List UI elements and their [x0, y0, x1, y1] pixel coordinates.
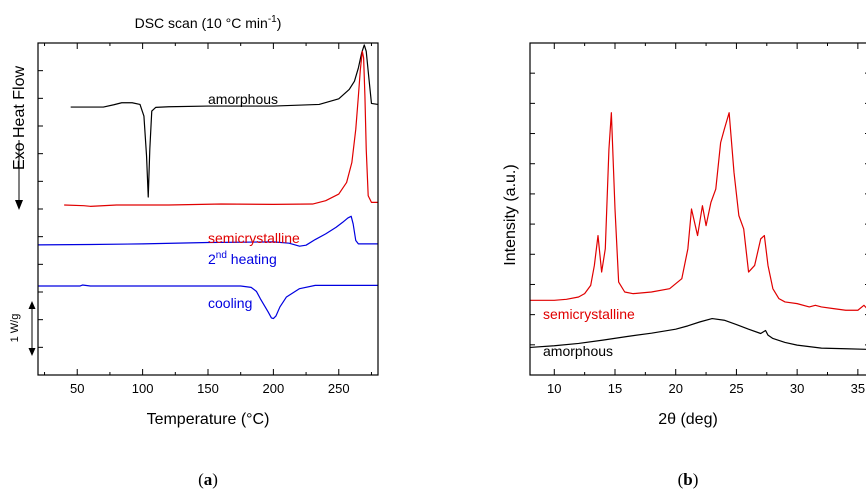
dsc-x-tick-label: 100 — [132, 381, 154, 396]
dsc-series-cooling-line — [38, 284, 378, 320]
dsc-y-axis-title: Exo Heat Flow — [11, 66, 28, 210]
dsc-chart-title: DSC scan (10 °C min-1) — [135, 14, 282, 31]
down-arrow-icon — [15, 200, 23, 210]
xrd-chart: 10 15 20 25 30 35 Intensity (a.u.) 2θ (deg) s… — [502, 42, 866, 489]
xrd-x-tick-label: 30 — [790, 381, 804, 396]
dsc-x-tick-label: 150 — [197, 381, 219, 396]
xrd-y-axis-title: Intensity (a.u.) — [502, 164, 519, 265]
dsc-chart: DSC scan (10 °C min-1) 50 100 150 200 250 Ex… — [9, 14, 379, 489]
xrd-legend-amorphous: amorphous — [543, 343, 613, 359]
dsc-series-2nd-heating-line — [37, 215, 378, 247]
xrd-x-tick-label: 15 — [608, 381, 622, 396]
panel-label-b: (b) — [678, 470, 699, 489]
dsc-title-superscript: -1 — [268, 14, 277, 25]
dsc-x-tick-label: 200 — [263, 381, 285, 396]
dsc-legend-semicrystalline: semicrystalline — [208, 230, 300, 246]
svg-text:1 W/g: 1 W/g — [9, 314, 21, 343]
dsc-scale-bar: 1 W/g — [9, 301, 36, 356]
dsc-legend-cooling: cooling — [208, 295, 252, 311]
dsc-plot-frame — [37, 42, 379, 376]
xrd-x-tick-label: 20 — [668, 381, 682, 396]
dsc-series-semicrystalline-line — [64, 50, 378, 207]
dsc-legend-2nd-heating: 2nd heating — [208, 250, 277, 267]
dsc-x-axis-title: Temperature (°C) — [147, 411, 270, 428]
down-arrow-icon — [28, 348, 36, 356]
xrd-x-tick-label: 10 — [547, 381, 561, 396]
xrd-series-semicrystalline-line — [530, 112, 866, 311]
xrd-x-axis-title: 2θ (deg) — [658, 411, 718, 428]
dsc-x-tick-label: 250 — [328, 381, 350, 396]
xrd-series-amorphous-line — [529, 317, 866, 350]
panel-label-a: (a) — [198, 470, 218, 489]
xrd-plot-frame — [529, 42, 866, 376]
xrd-x-tick-label: 35 — [851, 381, 865, 396]
svg-text:Exo Heat Flow: Exo Heat Flow — [11, 66, 28, 170]
xrd-x-tick-label: 25 — [729, 381, 743, 396]
dsc-x-tick-label: 50 — [70, 381, 84, 396]
up-arrow-icon — [28, 301, 36, 309]
xrd-legend-semicrystalline: semicrystalline — [543, 306, 635, 322]
dsc-series-amorphous-line — [70, 44, 379, 198]
dsc-legend-amorphous: amorphous — [208, 91, 278, 107]
